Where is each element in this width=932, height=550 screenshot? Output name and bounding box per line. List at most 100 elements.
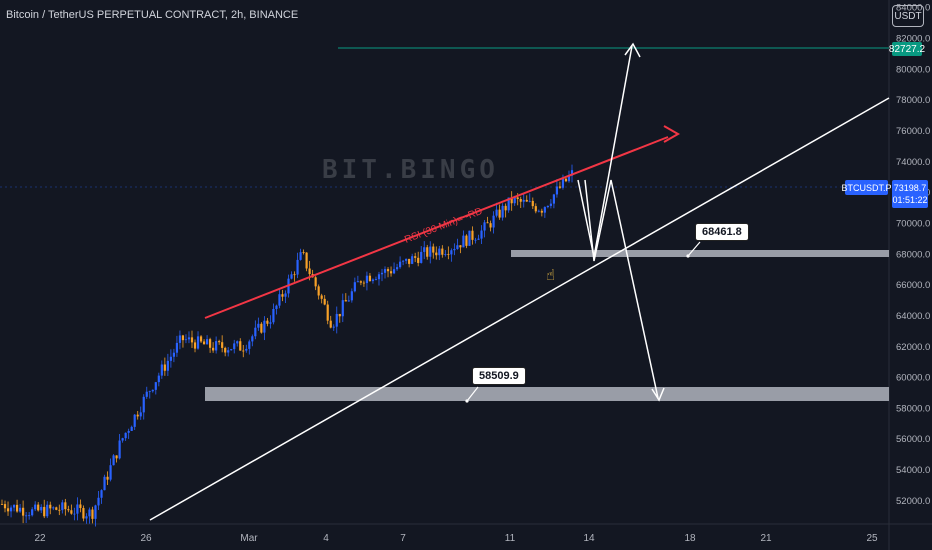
candle-body	[362, 282, 366, 284]
candle-body	[61, 502, 64, 511]
candle-body	[302, 252, 305, 253]
candle-body	[429, 246, 432, 257]
candle-body	[284, 293, 287, 297]
candle-body	[248, 341, 251, 349]
candle-body	[510, 197, 513, 204]
callout-lower-pointer	[466, 386, 479, 402]
time-tick-label: 14	[583, 533, 595, 544]
candle-body	[519, 198, 522, 202]
candle-body	[570, 170, 574, 176]
candle-body	[438, 248, 441, 256]
price-tick-label: 58000.0	[896, 403, 930, 414]
candle-body	[133, 414, 136, 427]
candle-body	[347, 300, 350, 302]
candle-body	[353, 282, 356, 292]
candle-body	[561, 178, 565, 188]
candle-body	[564, 178, 568, 182]
candle-body	[459, 245, 462, 248]
candle-body	[67, 509, 70, 511]
candle-body	[166, 360, 169, 371]
candle-body	[332, 326, 335, 328]
candle-body	[344, 300, 347, 302]
candle-body	[64, 502, 67, 510]
candle-body	[227, 350, 230, 353]
resistance-trendline	[204, 136, 669, 319]
candle-body	[55, 507, 58, 510]
currency-button[interactable]: USDT	[892, 5, 924, 27]
candle-body	[139, 412, 142, 417]
price-tick-label: 74000.0	[896, 157, 930, 168]
candle-body	[398, 261, 402, 268]
candle-body	[435, 252, 438, 256]
candle-body	[82, 507, 85, 519]
candle-body	[338, 313, 341, 317]
candle-body	[163, 364, 166, 371]
candle-body	[408, 258, 411, 264]
candle-body	[468, 230, 471, 246]
candle-body	[127, 430, 130, 433]
candle-body	[202, 341, 206, 345]
candle-body	[426, 247, 429, 257]
candle-body	[513, 197, 516, 204]
callout-upper-pointer	[687, 241, 701, 257]
candle-body	[193, 342, 197, 349]
candle-body	[112, 455, 115, 466]
candle-body	[278, 294, 281, 306]
candle-body	[9, 507, 13, 512]
candle-body	[115, 455, 118, 459]
candle-body	[70, 510, 73, 514]
candle-body	[272, 308, 275, 323]
candle-body	[293, 274, 296, 276]
candle-body	[230, 349, 233, 351]
candle-body	[49, 504, 52, 509]
time-tick-label: 4	[323, 533, 329, 544]
candle-body	[266, 320, 269, 324]
candle-body	[124, 432, 127, 439]
candle-body	[34, 504, 37, 510]
candle-body	[414, 256, 417, 258]
candle-body	[22, 507, 25, 516]
candle-body	[43, 506, 46, 517]
candle-body	[172, 352, 176, 357]
candle-body	[411, 256, 414, 264]
candle-body	[486, 222, 489, 224]
candle-body	[383, 269, 387, 273]
candle-body	[498, 209, 501, 218]
candle-body	[471, 230, 474, 240]
time-tick-label: 11	[505, 533, 516, 544]
price-tick-label: 80000.0	[896, 64, 930, 75]
candle-body	[15, 504, 19, 512]
hand-pointer-icon: ☝	[546, 267, 555, 284]
candle-body	[558, 186, 562, 188]
candle-body	[199, 336, 203, 342]
candle-body	[480, 230, 483, 239]
watermark: BIT.BINGO	[322, 155, 499, 185]
candle-body	[489, 223, 492, 228]
candle-body	[28, 515, 31, 517]
candle-body	[76, 504, 79, 514]
callout-lower: 58509.9	[472, 367, 526, 385]
candle-body	[456, 245, 459, 249]
candle-body	[187, 337, 191, 340]
candle-body	[260, 323, 263, 333]
price-tick-label: 52000.0	[896, 496, 930, 507]
candle-body	[251, 336, 254, 342]
candle-body	[148, 391, 151, 393]
time-tick-label: 25	[866, 533, 878, 544]
candle-body	[224, 347, 227, 353]
symbol-tag: BTCUSDT.P	[842, 180, 892, 195]
candle-body	[350, 291, 353, 301]
bullish-arrow-icon	[624, 42, 641, 58]
candle-body	[100, 490, 103, 498]
candle-body	[25, 515, 28, 517]
candle-body	[308, 268, 311, 275]
candle-body	[215, 341, 218, 351]
candle-body	[555, 186, 559, 195]
price-tick-label: 76000.0	[896, 126, 930, 137]
candle-body	[474, 239, 477, 241]
bearish-arrow-icon	[651, 387, 665, 402]
candle-body	[239, 341, 242, 351]
candle-body	[103, 476, 106, 491]
candle-body	[377, 274, 381, 280]
